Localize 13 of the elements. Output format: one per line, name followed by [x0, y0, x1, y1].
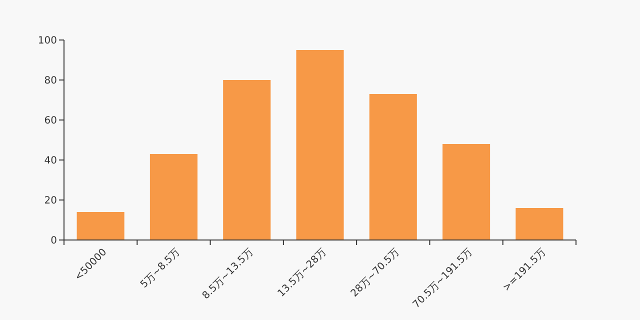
bar: [150, 154, 198, 240]
bar: [223, 80, 271, 240]
bar: [76, 212, 124, 240]
y-tick-label: 0: [50, 236, 57, 246]
y-tick-label: 60: [44, 116, 57, 126]
bar: [296, 50, 344, 240]
bar: [442, 144, 490, 240]
y-tick-label: 80: [44, 76, 57, 86]
bar: [369, 94, 417, 240]
bar: [516, 208, 564, 240]
y-tick-label: 20: [44, 196, 57, 206]
y-tick-label: 100: [38, 36, 57, 46]
y-tick-label: 40: [44, 156, 57, 166]
